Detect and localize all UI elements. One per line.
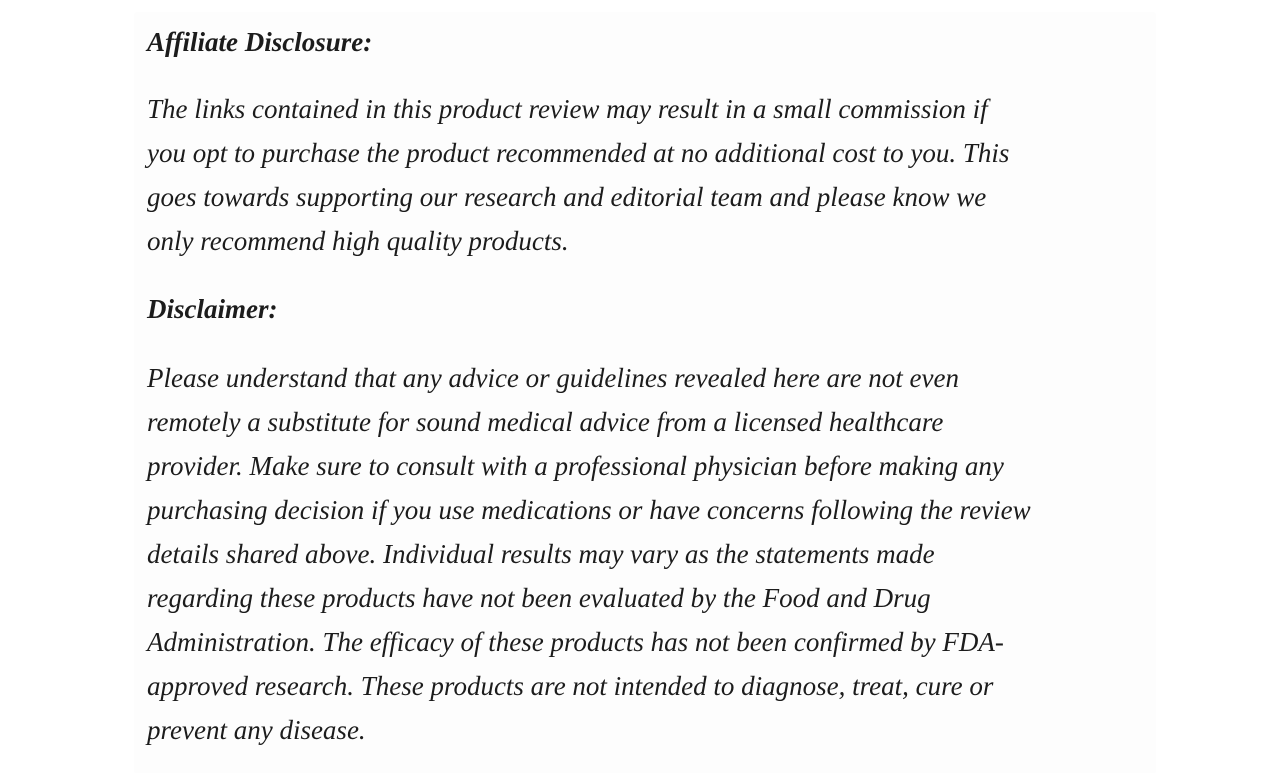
text-line: Administration. The efficacy of these pr… — [147, 627, 1004, 657]
text-line: Please understand that any advice or gui… — [147, 363, 960, 393]
text-line: remotely a substitute for sound medical … — [147, 407, 944, 437]
text-line: prevent any disease. — [147, 715, 366, 745]
disclaimer-heading: Disclaimer: — [147, 294, 278, 324]
disclosure-content: Affiliate Disclosure: The links containe… — [147, 20, 1031, 752]
text-line: details shared above. Individual results… — [147, 539, 935, 569]
text-line: you opt to purchase the product recommen… — [147, 138, 1010, 168]
disclosure-box — [135, 13, 1155, 773]
text-line: The links contained in this product revi… — [147, 94, 988, 124]
affiliate-disclosure-heading: Affiliate Disclosure: — [147, 27, 373, 57]
affiliate-disclosure-text: The links contained in this product revi… — [147, 87, 1031, 263]
text-line: regarding these products have not been e… — [147, 583, 931, 613]
disclaimer-text: Please understand that any advice or gui… — [147, 356, 1031, 752]
text-line: goes towards supporting our research and… — [147, 182, 987, 212]
text-line: provider. Make sure to consult with a pr… — [147, 451, 1004, 481]
text-line: purchasing decision if you use medicatio… — [147, 495, 1031, 525]
text-line: approved research. These products are no… — [147, 671, 994, 701]
text-line: only recommend high quality products. — [147, 226, 569, 256]
